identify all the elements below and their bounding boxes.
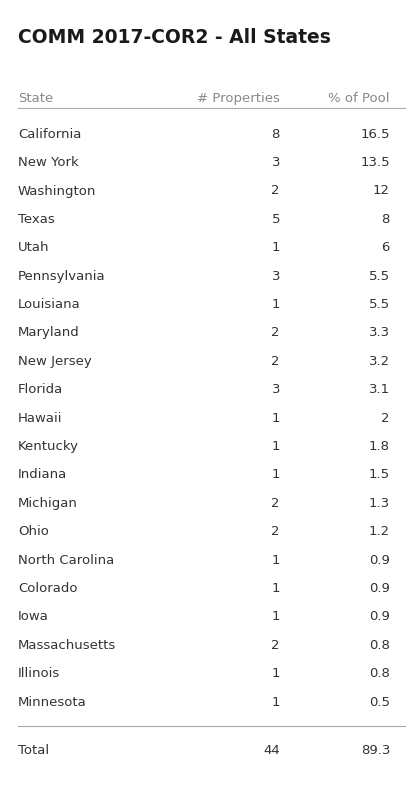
Text: 2: 2 <box>271 497 280 510</box>
Text: Kentucky: Kentucky <box>18 440 79 453</box>
Text: State: State <box>18 92 53 105</box>
Text: 1: 1 <box>271 554 280 567</box>
Text: 1: 1 <box>271 412 280 425</box>
Text: 1: 1 <box>271 242 280 254</box>
Text: 1: 1 <box>271 696 280 709</box>
Text: Colorado: Colorado <box>18 582 78 595</box>
Text: New York: New York <box>18 156 79 169</box>
Text: Florida: Florida <box>18 383 63 397</box>
Text: Pennsylvania: Pennsylvania <box>18 270 105 283</box>
Text: Hawaii: Hawaii <box>18 412 63 425</box>
Text: 2: 2 <box>381 412 390 425</box>
Text: Ohio: Ohio <box>18 525 49 538</box>
Text: COMM 2017-COR2 - All States: COMM 2017-COR2 - All States <box>18 28 331 47</box>
Text: 1: 1 <box>271 440 280 453</box>
Text: 2: 2 <box>271 327 280 339</box>
Text: New Jersey: New Jersey <box>18 355 92 368</box>
Text: 1: 1 <box>271 582 280 595</box>
Text: California: California <box>18 127 81 141</box>
Text: North Carolina: North Carolina <box>18 554 114 567</box>
Text: 3: 3 <box>271 270 280 283</box>
Text: % of Pool: % of Pool <box>328 92 390 105</box>
Text: Massachusetts: Massachusetts <box>18 639 116 652</box>
Text: 0.5: 0.5 <box>369 696 390 709</box>
Text: 0.9: 0.9 <box>369 554 390 567</box>
Text: 13.5: 13.5 <box>360 156 390 169</box>
Text: 0.8: 0.8 <box>369 639 390 652</box>
Text: Maryland: Maryland <box>18 327 80 339</box>
Text: 1: 1 <box>271 611 280 623</box>
Text: 1.5: 1.5 <box>369 468 390 482</box>
Text: 0.9: 0.9 <box>369 582 390 595</box>
Text: 0.8: 0.8 <box>369 667 390 680</box>
Text: Michigan: Michigan <box>18 497 78 510</box>
Text: # Properties: # Properties <box>197 92 280 105</box>
Text: 1: 1 <box>271 468 280 482</box>
Text: 1.2: 1.2 <box>369 525 390 538</box>
Text: 5: 5 <box>271 213 280 226</box>
Text: 6: 6 <box>382 242 390 254</box>
Text: Total: Total <box>18 744 49 756</box>
Text: 2: 2 <box>271 184 280 198</box>
Text: 3: 3 <box>271 383 280 397</box>
Text: 44: 44 <box>263 744 280 756</box>
Text: 2: 2 <box>271 355 280 368</box>
Text: 3: 3 <box>271 156 280 169</box>
Text: Iowa: Iowa <box>18 611 49 623</box>
Text: 5.5: 5.5 <box>369 270 390 283</box>
Text: 1: 1 <box>271 298 280 311</box>
Text: 5.5: 5.5 <box>369 298 390 311</box>
Text: 2: 2 <box>271 525 280 538</box>
Text: 12: 12 <box>373 184 390 198</box>
Text: 1: 1 <box>271 667 280 680</box>
Text: 89.3: 89.3 <box>361 744 390 756</box>
Text: 3.2: 3.2 <box>369 355 390 368</box>
Text: 16.5: 16.5 <box>360 127 390 141</box>
Text: 8: 8 <box>382 213 390 226</box>
Text: 3.3: 3.3 <box>369 327 390 339</box>
Text: 0.9: 0.9 <box>369 611 390 623</box>
Text: Louisiana: Louisiana <box>18 298 81 311</box>
Text: 1.3: 1.3 <box>369 497 390 510</box>
Text: Indiana: Indiana <box>18 468 67 482</box>
Text: Washington: Washington <box>18 184 96 198</box>
Text: 8: 8 <box>272 127 280 141</box>
Text: 1.8: 1.8 <box>369 440 390 453</box>
Text: 3.1: 3.1 <box>369 383 390 397</box>
Text: Texas: Texas <box>18 213 55 226</box>
Text: Minnesota: Minnesota <box>18 696 87 709</box>
Text: 2: 2 <box>271 639 280 652</box>
Text: Utah: Utah <box>18 242 50 254</box>
Text: Illinois: Illinois <box>18 667 60 680</box>
